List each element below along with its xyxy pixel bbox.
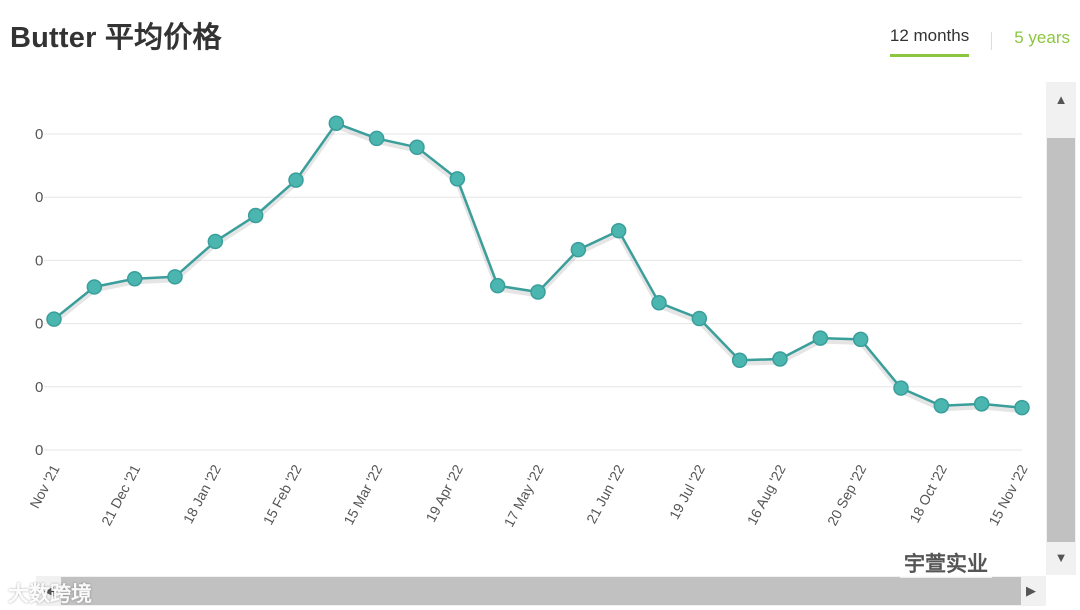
x-tick-label: 15 Feb '22	[260, 462, 305, 528]
y-tick-label: 0	[35, 379, 43, 396]
x-tick-label: 21 Dec '21	[98, 462, 143, 528]
data-point	[772, 351, 788, 367]
tab-divider	[991, 31, 993, 50]
data-point	[812, 330, 829, 346]
scroll-up-icon[interactable]: ▲	[1054, 91, 1068, 107]
x-tick-label: 18 Jan '22	[180, 462, 224, 526]
y-tick-label: 0	[35, 316, 43, 333]
data-point	[691, 310, 708, 327]
data-point	[86, 279, 103, 295]
tab-5-years[interactable]: 5 years	[1014, 27, 1070, 47]
series-line-shadow	[52, 123, 1023, 414]
y-tick-label: 0	[35, 189, 43, 206]
data-point	[126, 270, 143, 287]
x-tick-label: 15 Mar '22	[340, 462, 385, 528]
horizontal-scroll-thumb[interactable]	[61, 577, 1021, 605]
tab-12-months[interactable]: 12 months	[889, 24, 970, 57]
x-tick-label: 19 Jul '22	[666, 462, 708, 522]
vertical-scroll-thumb[interactable]	[1047, 138, 1075, 542]
y-tick-label: 0	[35, 252, 43, 269]
data-point	[1014, 399, 1030, 416]
x-tick-label: 20 Sep '22	[824, 462, 869, 528]
vertical-scrollbar[interactable]: ▲ ▼	[1046, 82, 1076, 575]
watermark-left: 大数跨境	[8, 583, 92, 606]
line-chart: 0 0 0 0 0 0 Nov '21 21 Dec '21 18 Jan '22 15 Feb …	[26, 115, 1031, 530]
data-point	[852, 331, 869, 348]
horizontal-scrollbar[interactable]: ◀ ▶	[36, 576, 1046, 606]
scroll-down-icon[interactable]: ▼	[1054, 549, 1068, 565]
period-tabs: 12 months 5 years	[889, 24, 1070, 57]
data-point	[46, 311, 62, 327]
scroll-left-icon[interactable]: ◀	[44, 583, 54, 598]
y-tick-label: 0	[35, 442, 43, 459]
data-point	[893, 380, 909, 396]
x-tick-label: 18 Oct '22	[906, 462, 950, 526]
data-point	[247, 207, 264, 224]
data-point	[610, 222, 627, 239]
data-point	[973, 396, 990, 412]
data-point	[651, 294, 667, 311]
data-point	[449, 171, 466, 187]
data-point	[489, 277, 506, 294]
x-tick-label: 17 May '22	[501, 462, 547, 530]
data-point	[167, 269, 183, 285]
x-tick-label: 19 Apr '22	[422, 462, 466, 525]
data-point	[288, 172, 304, 188]
x-tick-label: 21 Jun '22	[583, 462, 627, 526]
data-point	[207, 233, 224, 250]
watermark-right: 宇萱实业	[900, 548, 992, 578]
chart-area: 0 0 0 0 0 0 Nov '21 21 Dec '21 18 Jan '22 15 Feb …	[0, 80, 1046, 575]
scroll-right-icon[interactable]: ▶	[1026, 583, 1036, 598]
chart-title: Butter 平均价格	[10, 22, 222, 54]
data-point	[933, 398, 950, 414]
x-tick-label: Nov '21	[26, 462, 62, 511]
data-point	[530, 284, 546, 300]
data-point	[570, 241, 587, 258]
data-point	[368, 130, 385, 147]
x-tick-label: 15 Nov '22	[985, 462, 1030, 528]
data-point	[328, 115, 345, 132]
y-tick-label: 0	[35, 126, 43, 143]
data-point	[409, 139, 425, 156]
x-tick-label: 16 Aug '22	[744, 462, 789, 528]
data-point	[731, 352, 748, 369]
